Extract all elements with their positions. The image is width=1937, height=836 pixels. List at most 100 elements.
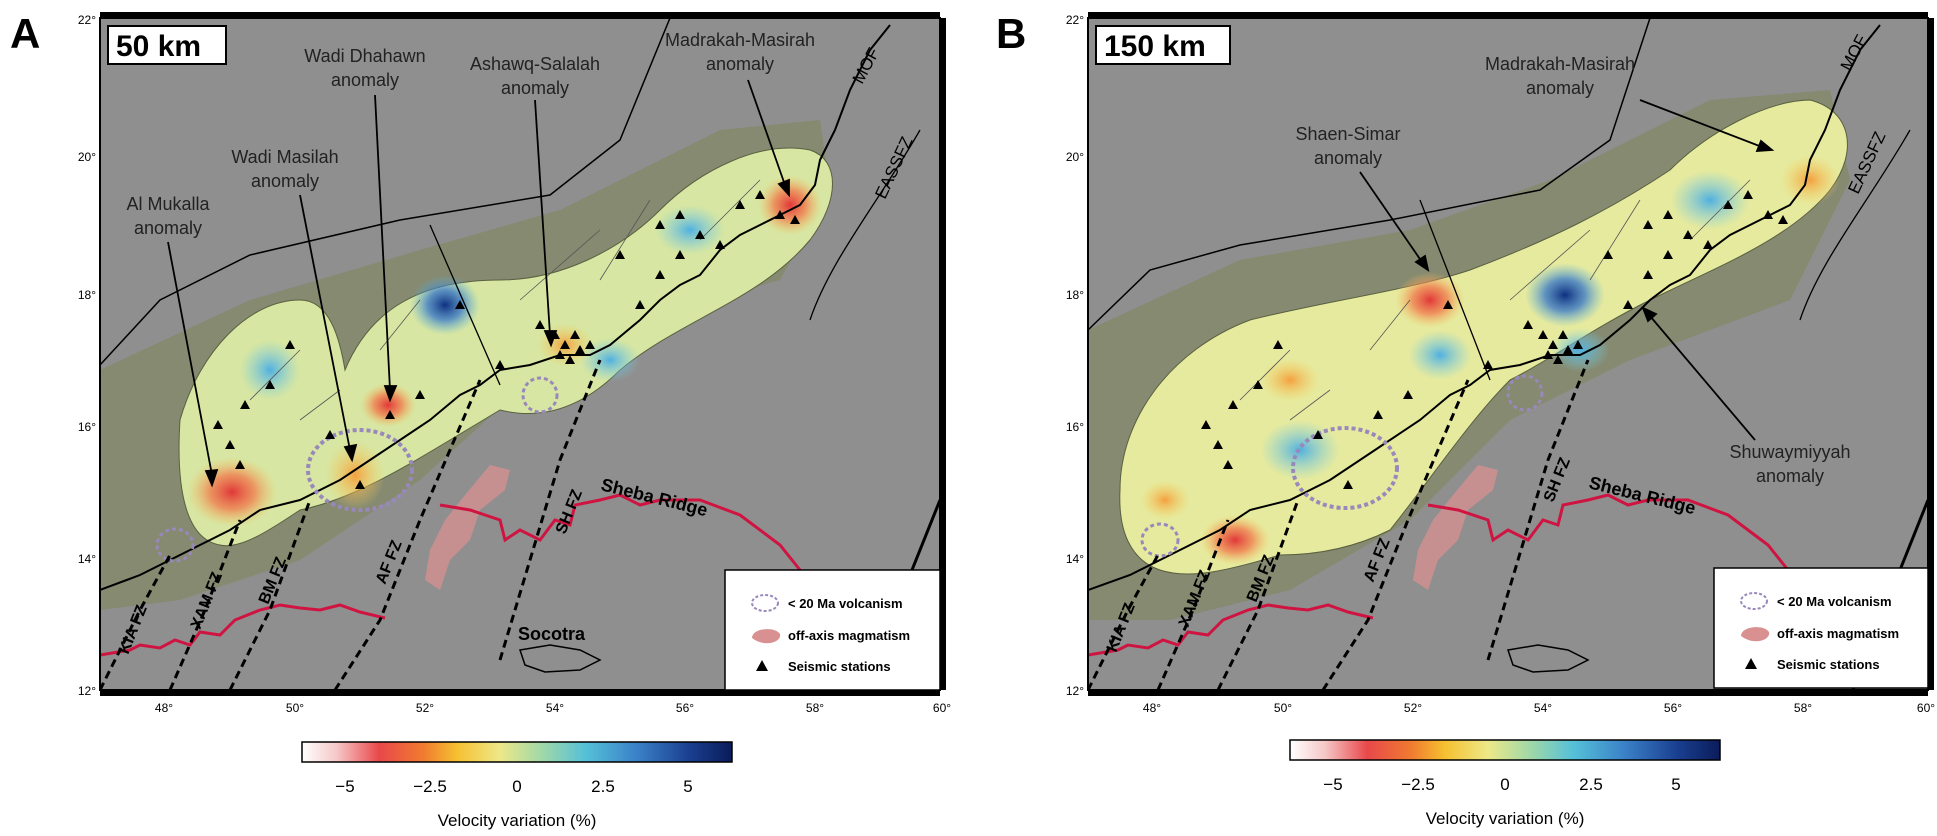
depth-label-box xyxy=(107,25,227,65)
legend-stations: Seismic stations xyxy=(1777,657,1880,672)
colorbar-tick: −2.5 xyxy=(1401,775,1435,794)
ridge-segment xyxy=(1088,603,1374,657)
anomaly-label: Madrakah-Masirah xyxy=(1485,54,1635,74)
seismic-stations xyxy=(1201,190,1788,489)
anomaly-arrow xyxy=(167,241,213,476)
volcanism-area xyxy=(155,527,195,563)
sheba-ridge xyxy=(1427,493,1790,571)
colorbar-tick: 2.5 xyxy=(591,777,615,796)
legend-magmatism: off-axis magmatism xyxy=(788,628,910,643)
anomaly-label: Madrakah-Masirah xyxy=(665,30,815,50)
legend-volcanism: < 20 Ma volcanism xyxy=(1777,594,1892,609)
lat-tick: 12° xyxy=(1066,684,1084,698)
lat-tick: 20° xyxy=(1066,150,1084,164)
sh-fz-line xyxy=(498,359,602,661)
border-line xyxy=(1419,199,1491,381)
lon-tick: 56° xyxy=(1664,701,1682,715)
volcanism-area xyxy=(1291,426,1399,510)
anomaly-label: anomaly xyxy=(1526,78,1594,98)
anomaly-label: anomaly xyxy=(134,218,202,238)
border-line xyxy=(429,224,501,386)
legend-station-icon xyxy=(756,660,768,671)
anomaly-arrow xyxy=(534,99,551,336)
colorbar-tick: 2.5 xyxy=(1579,775,1603,794)
volcanism-area xyxy=(306,428,414,512)
lon-tick: 60° xyxy=(933,701,951,715)
lat-tick: 14° xyxy=(78,552,96,566)
lon-tick: 50° xyxy=(1274,701,1292,715)
legend-stations: Seismic stations xyxy=(788,659,891,674)
panel-letter: B xyxy=(996,10,1026,57)
lat-tick: 18° xyxy=(78,288,96,302)
colorbar-tick: 5 xyxy=(683,777,692,796)
anomaly-label: Shuwaymiyyah xyxy=(1729,442,1850,462)
lon-tick: 60° xyxy=(1917,701,1935,715)
depth-label: 150 km xyxy=(1104,30,1206,63)
lat-tick: 18° xyxy=(1066,288,1084,302)
colorbar-tick: 0 xyxy=(512,777,521,796)
lon-tick: 52° xyxy=(1404,701,1422,715)
anomaly-label: Al Mukalla xyxy=(126,194,210,214)
anomaly-arrow xyxy=(1639,99,1763,148)
volcanism-area xyxy=(521,376,559,414)
lat-tick: 22° xyxy=(1066,13,1084,27)
coastline xyxy=(1088,24,1881,591)
panel-b: B 150 km 48° 50° 52° 54° 56° 58° 60° 12°… xyxy=(990,0,1937,836)
af-fz-line xyxy=(1321,379,1470,690)
lon-tick: 52° xyxy=(416,701,434,715)
anomaly-label: Ashawq-Salalah xyxy=(470,54,600,74)
colorbar-tick: −2.5 xyxy=(413,777,447,796)
xam-fz-line xyxy=(1156,519,1230,690)
ridge-segment xyxy=(100,603,386,657)
volcanism-area xyxy=(1140,522,1180,558)
lat-tick: 22° xyxy=(78,13,96,27)
anomaly-label: Wadi Masilah xyxy=(231,147,338,167)
anomaly-arrow xyxy=(299,194,351,451)
anomaly-arrow xyxy=(374,94,391,391)
sheba-ridge xyxy=(439,493,802,571)
coastline xyxy=(100,24,891,591)
legend-volcanism: < 20 Ma volcanism xyxy=(788,596,903,611)
anomaly-label: anomaly xyxy=(1314,148,1382,168)
lat-tick: 16° xyxy=(1066,420,1084,434)
depth-label-box xyxy=(1095,25,1231,65)
anomaly-label: anomaly xyxy=(331,70,399,90)
anomaly-arrow xyxy=(1649,315,1756,441)
magmatism-area xyxy=(425,465,510,590)
lon-tick: 50° xyxy=(286,701,304,715)
anomaly-label: anomaly xyxy=(1756,466,1824,486)
anomaly-label: Shaen-Simar xyxy=(1295,124,1400,144)
socotra-label: Socotra xyxy=(518,624,586,644)
lat-tick: 20° xyxy=(78,150,96,164)
legend-station-icon xyxy=(1745,658,1757,669)
legend-magmatism-icon xyxy=(1741,627,1770,642)
colorbar-tick: −5 xyxy=(335,777,354,796)
kia-fz-line xyxy=(1088,554,1160,690)
border-line xyxy=(1088,18,1651,331)
panel-a: A 50 km 48° 50° 52° 54° 56° 58° 60° 12° … xyxy=(0,0,960,836)
depth-label: 50 km xyxy=(116,30,201,63)
anomaly-label: anomaly xyxy=(501,78,569,98)
magmatism-area xyxy=(1413,465,1498,590)
colorbar xyxy=(301,741,733,763)
colorbar-label: Velocity variation (%) xyxy=(1426,809,1585,828)
legend-volcanism-icon xyxy=(1740,592,1768,610)
sh-fz-line xyxy=(1486,359,1590,661)
anomaly-label: Wadi Dhahawn xyxy=(304,46,425,66)
anomaly-label: anomaly xyxy=(706,54,774,74)
lon-tick: 54° xyxy=(546,701,564,715)
border-line xyxy=(809,129,921,321)
border-line xyxy=(100,18,671,366)
panel-letter: A xyxy=(10,10,40,57)
lon-tick: 58° xyxy=(1794,701,1812,715)
lat-tick: 16° xyxy=(78,420,96,434)
af-fz-line xyxy=(333,379,482,690)
lon-tick: 58° xyxy=(806,701,824,715)
volcanism-area xyxy=(1506,374,1544,412)
anomaly-arrow xyxy=(1359,171,1423,263)
anomaly-arrow xyxy=(747,79,786,186)
lat-tick: 12° xyxy=(78,684,96,698)
legend-volcanism-icon xyxy=(751,594,779,612)
anomaly-label: anomaly xyxy=(251,171,319,191)
colorbar-tick: 5 xyxy=(1671,775,1680,794)
